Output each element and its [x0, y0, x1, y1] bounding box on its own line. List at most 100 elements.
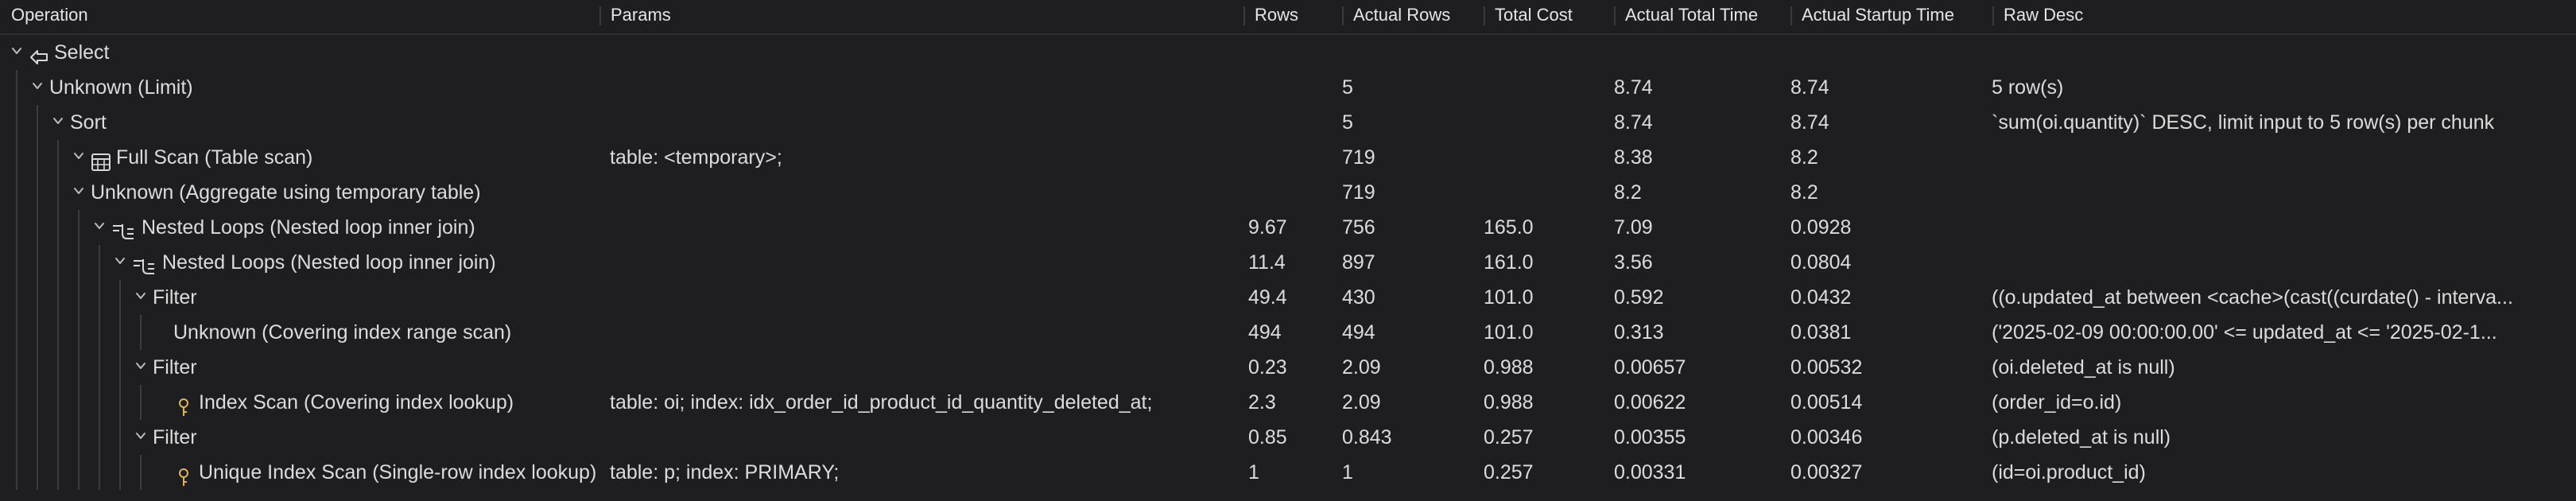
table-row[interactable]: Unique Index Scan (Single-row index look… [0, 455, 2576, 490]
chevron-down-icon[interactable] [135, 290, 146, 301]
chevron-down-icon[interactable] [32, 80, 43, 91]
actual-rows-cell: 2.09 [1342, 391, 1381, 414]
table-row[interactable]: Unknown (Aggregate using temporary table… [0, 175, 2576, 210]
table-row[interactable]: Sort 5 8.74 8.74 `sum(oi.quantity)` DESC, li… [0, 105, 2576, 140]
operation-label: Sort [70, 111, 107, 134]
column-header-rows[interactable]: Rows [1243, 0, 1339, 33]
nested-loop-icon [111, 218, 134, 239]
actual-rows-cell: 5 [1342, 111, 1353, 134]
operation-label: Nested Loops (Nested loop inner join) [162, 251, 496, 274]
operation-label: Unique Index Scan (Single-row index look… [199, 461, 597, 484]
rows-cell [1248, 140, 1336, 175]
operation-cell: Index Scan (Covering index lookup) [0, 385, 600, 420]
column-header-actual-total-time[interactable]: Actual Total Time [1614, 0, 1790, 33]
column-header-total-cost[interactable]: Total Cost [1484, 0, 1614, 33]
tree-guide-line [140, 385, 142, 420]
total-cost-cell: 161.0 [1484, 251, 1534, 274]
chevron-down-icon[interactable] [135, 360, 146, 371]
chevron-down-icon[interactable] [135, 430, 146, 441]
actual-startup-time-cell: 0.00346 [1790, 426, 1863, 449]
table-row[interactable]: Full Scan (Table scan) table: <temporary>… [0, 140, 2576, 175]
operation-cell: Filter [0, 420, 600, 455]
operation-label: Unknown (Limit) [49, 76, 193, 99]
table-row[interactable]: Select [0, 35, 2576, 70]
operation-label: Filter [153, 356, 197, 379]
table-row[interactable]: Nested Loops (Nested loop inner join) 11.… [0, 245, 2576, 280]
table-row[interactable]: Filter 0.85 0.843 0.257 0.00355 0.00346 (p.del… [0, 420, 2576, 455]
rows-cell: 0.23 [1248, 356, 1287, 379]
params-cell: table: oi; index: idx_order_id_product_i… [610, 391, 1153, 414]
rows-cell [1248, 105, 1336, 140]
actual-rows-cell: 494 [1342, 321, 1375, 344]
column-header-raw-desc[interactable]: Raw Desc [1992, 0, 2576, 33]
column-header-actual-startup-time[interactable]: Actual Startup Time [1790, 0, 1992, 33]
tree-guide-line [119, 280, 121, 490]
actual-total-time-cell: 8.74 [1614, 111, 1653, 134]
actual-total-time-cell: 8.38 [1614, 146, 1653, 169]
operation-cell: Select [0, 35, 600, 70]
tree-guide-line [78, 210, 80, 490]
table-row[interactable]: Unknown (Limit) 5 8.74 8.74 5 row(s) [0, 70, 2576, 105]
table-row[interactable]: Nested Loops (Nested loop inner join) 9.6… [0, 210, 2576, 245]
chevron-down-icon[interactable] [52, 115, 64, 126]
params-cell: table: <temporary>; [610, 146, 782, 169]
actual-startup-time-cell: 0.0804 [1790, 251, 1852, 274]
operation-cell: Unknown (Aggregate using temporary table… [0, 175, 600, 210]
operation-cell: Unique Index Scan (Single-row index look… [0, 455, 600, 490]
rows-cell [1248, 35, 1336, 70]
params-cell [610, 175, 1246, 210]
actual-total-time-cell: 0.00622 [1614, 391, 1686, 414]
rows-cell: 2.3 [1248, 391, 1276, 414]
chevron-down-icon[interactable] [73, 185, 84, 196]
operation-cell: Filter [0, 280, 600, 315]
actual-startup-time-cell: 0.0928 [1790, 216, 1852, 239]
chevron-down-icon[interactable] [11, 45, 22, 56]
actual-rows-cell: 2.09 [1342, 356, 1381, 379]
total-cost-cell: 0.988 [1484, 356, 1534, 379]
operation-cell: Sort [0, 105, 600, 140]
tree-guide-line [37, 105, 38, 490]
rows-cell: 9.67 [1248, 216, 1287, 239]
column-header-params[interactable]: Params [599, 0, 1236, 33]
column-header-actual-rows[interactable]: Actual Rows [1342, 0, 1484, 33]
actual-startup-time-cell: 0.0432 [1790, 286, 1852, 309]
actual-total-time-cell: 0.00355 [1614, 426, 1686, 449]
actual-rows-cell: 430 [1342, 286, 1375, 309]
actual-startup-time-cell: 8.74 [1790, 76, 1829, 99]
actual-total-time-cell: 0.313 [1614, 321, 1664, 344]
table-row[interactable]: Filter 0.23 2.09 0.988 0.00657 0.00532 (oi.del… [0, 350, 2576, 385]
table-row[interactable]: Index Scan (Covering index lookup) table:… [0, 385, 2576, 420]
chevron-down-icon[interactable] [114, 255, 126, 266]
params-cell [610, 105, 1246, 140]
operation-label: Nested Loops (Nested loop inner join) [142, 216, 475, 239]
column-header-operation[interactable]: Operation [11, 5, 88, 25]
actual-rows-cell: 0.843 [1342, 426, 1392, 449]
operation-cell: Full Scan (Table scan) [0, 140, 600, 175]
actual-total-time-cell: 0.00331 [1614, 461, 1686, 484]
total-cost-cell [1484, 140, 1611, 175]
params-cell [610, 280, 1246, 315]
raw-desc-cell [1992, 35, 2570, 70]
raw-desc-cell [1992, 140, 2570, 175]
actual-total-time-cell: 0.00657 [1614, 356, 1686, 379]
raw-desc-cell: (oi.deleted_at is null) [1992, 356, 2175, 379]
actual-total-time-cell: 8.2 [1614, 181, 1642, 204]
params-cell [610, 35, 1246, 70]
tree-guide-line [16, 70, 17, 490]
table-row[interactable]: Filter 49.4 430 101.0 0.592 0.0432 ((o.updated… [0, 280, 2576, 315]
operation-label: Filter [153, 426, 197, 449]
total-cost-cell: 165.0 [1484, 216, 1534, 239]
chevron-down-icon[interactable] [94, 220, 105, 231]
operation-label: Unknown (Covering index range scan) [173, 321, 512, 344]
table-header: Operation Params Rows Actual Rows Total … [0, 0, 2576, 35]
rows-cell [1248, 175, 1336, 210]
tree-guide-line [140, 315, 142, 350]
chevron-down-icon[interactable] [73, 150, 84, 161]
operation-cell: Filter [0, 350, 600, 385]
rows-cell: 11.4 [1248, 251, 1286, 274]
table-row[interactable]: Unknown (Covering index range scan) 494 49… [0, 315, 2576, 350]
actual-startup-time-cell [1790, 35, 1988, 70]
raw-desc-cell: `sum(oi.quantity)` DESC, limit input to … [1992, 111, 2495, 134]
rows-cell: 0.85 [1248, 426, 1287, 449]
